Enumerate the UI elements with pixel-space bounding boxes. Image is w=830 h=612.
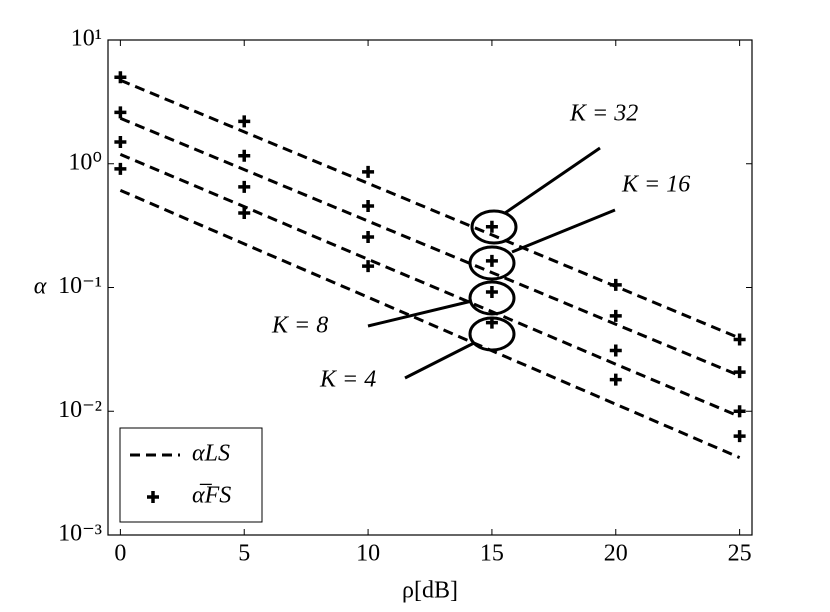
- ls-line: [119, 78, 741, 340]
- ls-line: [119, 116, 741, 378]
- fs-marker: [485, 316, 498, 329]
- fs-marker: [609, 278, 622, 291]
- annotation-line: [504, 146, 601, 215]
- fs-marker: [114, 162, 127, 175]
- highlight-ellipse: [470, 209, 518, 245]
- y-tick-label: 10⁰: [68, 149, 102, 175]
- annotation-line: [367, 299, 473, 328]
- x-tick-label: 25: [728, 541, 752, 567]
- y-tick-label: 10⁻³: [58, 521, 102, 547]
- fs-marker: [362, 260, 375, 273]
- fs-marker: [609, 373, 622, 386]
- annotation: K = 32: [569, 101, 638, 127]
- y-tick-label: 10⁻¹: [58, 273, 102, 299]
- fs-marker: [362, 165, 375, 178]
- legend-box: [119, 427, 263, 523]
- legend-label: α̅FS: [192, 483, 231, 509]
- y-tick-label: 10⁻²: [58, 397, 102, 423]
- annotation: K = 4: [319, 367, 376, 393]
- fs-marker: [362, 230, 375, 243]
- x-tick-label: 10: [356, 541, 380, 567]
- y-tick-label: 10¹: [71, 26, 102, 52]
- x-tick-label: 5: [238, 541, 250, 567]
- x-axis-label: ρ[dB]: [402, 578, 458, 604]
- highlight-ellipse: [468, 245, 516, 281]
- fs-marker: [485, 285, 498, 298]
- fs-marker: [609, 344, 622, 357]
- annotation: K = 16: [621, 172, 690, 198]
- fs-marker: [733, 430, 746, 443]
- fs-marker: [733, 366, 746, 379]
- fs-marker: [733, 405, 746, 418]
- fs-marker: [238, 115, 251, 128]
- annotation-line: [511, 208, 616, 254]
- highlight-ellipse: [468, 280, 516, 316]
- ls-line: [119, 153, 741, 418]
- y-axis-label: α: [34, 274, 47, 300]
- x-tick-label: 0: [114, 541, 126, 567]
- fs-marker: [114, 135, 127, 148]
- fs-marker: [238, 149, 251, 162]
- annotation-line: [404, 341, 475, 380]
- fs-marker: [114, 106, 127, 119]
- fs-marker: [733, 333, 746, 346]
- fs-marker: [609, 309, 622, 322]
- fs-marker: [238, 180, 251, 193]
- fs-marker: [114, 71, 127, 84]
- x-tick-label: 20: [604, 541, 628, 567]
- legend-marker: [147, 491, 159, 503]
- x-tick-label: 15: [480, 541, 504, 567]
- fs-marker: [485, 220, 498, 233]
- annotation: K = 8: [271, 313, 328, 339]
- fs-marker: [485, 254, 498, 267]
- fs-marker: [362, 199, 375, 212]
- fs-marker: [238, 206, 251, 219]
- legend-label: αLS: [192, 441, 230, 467]
- ls-line: [119, 188, 741, 459]
